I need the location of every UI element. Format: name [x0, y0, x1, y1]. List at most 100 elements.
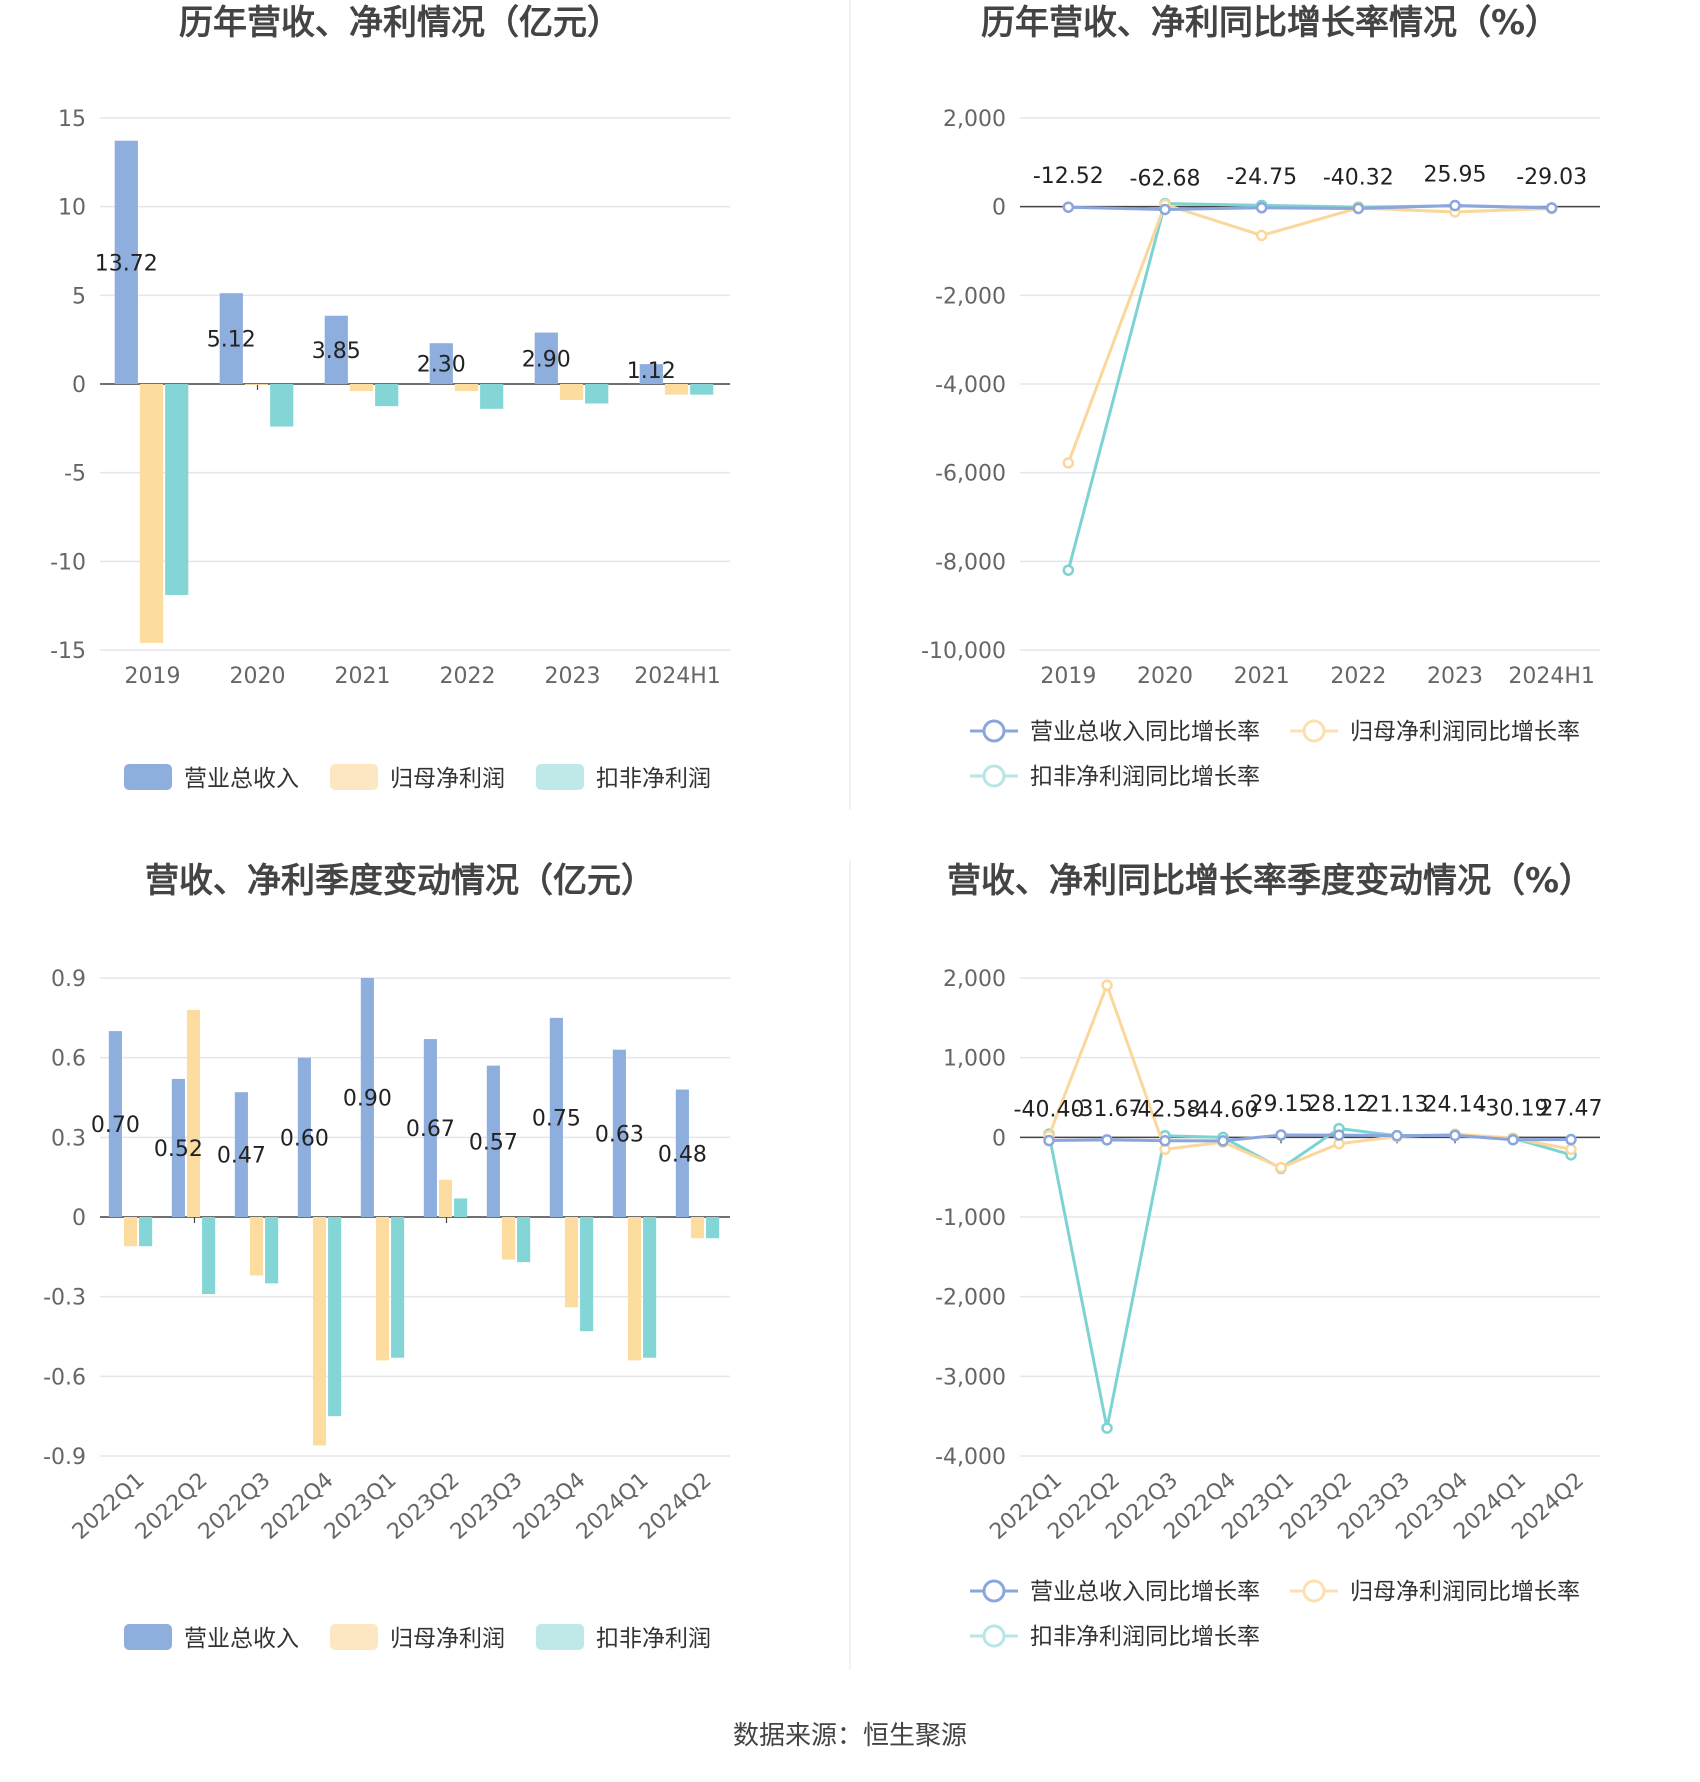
legend-label: 扣非净利润同比增长率	[1030, 1624, 1260, 1650]
bar-net-profit	[664, 384, 689, 395]
line-data-label: -42.58	[1130, 1098, 1201, 1123]
bar-revenue	[423, 1039, 437, 1217]
legend-label: 扣非净利润	[596, 1626, 711, 1652]
line-data-label: 27.47	[1540, 1097, 1603, 1122]
legend-swatch	[536, 1624, 584, 1650]
bar-data-label: 2.90	[522, 347, 571, 372]
line-data-label: -31.67	[1072, 1097, 1143, 1122]
bar-revenue	[675, 1089, 689, 1217]
bar-net-profit	[375, 1217, 390, 1361]
line-data-label: 25.95	[1424, 163, 1487, 188]
x-tick-label: 2021	[335, 664, 391, 689]
bar-deducted-profit	[391, 1217, 405, 1358]
series-point	[1333, 1129, 1345, 1141]
legend-label: 归母净利润同比增长率	[1350, 719, 1580, 745]
quarterly-revenue-profit-bar-chart: 营收、净利季度变动情况（亿元）0.90.60.30-0.3-0.6-0.9202…	[43, 861, 730, 1652]
line-data-label: 24.14	[1424, 1092, 1487, 1117]
bar-revenue	[486, 1065, 500, 1217]
y-tick-label: -10,000	[921, 639, 1006, 664]
y-tick-label: -10	[50, 550, 86, 575]
bar-revenue	[324, 315, 348, 384]
legend-label: 营业总收入同比增长率	[1030, 1579, 1260, 1605]
y-tick-label: 10	[58, 196, 86, 221]
series-point	[1062, 564, 1075, 576]
x-tick-label: 2023	[1427, 664, 1483, 689]
bar-net-profit	[627, 1217, 642, 1361]
y-tick-label: 0	[72, 373, 86, 398]
line-data-label: 21.13	[1366, 1093, 1429, 1118]
bar-net-profit	[312, 1217, 327, 1446]
y-tick-label: 0	[992, 196, 1006, 221]
bar-net-profit	[564, 1217, 579, 1308]
bar-data-label: 0.52	[154, 1137, 203, 1162]
bar-deducted-profit	[580, 1217, 594, 1332]
bar-deducted-profit	[375, 384, 399, 407]
bar-deducted-profit	[585, 384, 609, 404]
y-tick-label: -15	[50, 639, 86, 664]
series-point	[1062, 201, 1075, 213]
line-data-label: -24.75	[1226, 165, 1297, 190]
series-line-net-profit	[1066, 202, 1552, 464]
annual-revenue-profit-bar-chart: 历年营收、净利情况（亿元） 15 10 5 0 -5 -10 -15 2019 2020 2021 2…	[50, 3, 730, 792]
chart-title: 历年营收、净利情况（亿元）	[179, 3, 621, 43]
legend-marker	[1302, 1579, 1326, 1603]
bar-revenue	[534, 332, 558, 384]
series-point	[1565, 1143, 1577, 1156]
series-point	[1159, 203, 1171, 216]
series-point	[1545, 202, 1558, 214]
bar-data-label: 3.85	[312, 339, 361, 364]
x-tick-label: 2020	[230, 664, 286, 689]
y-tick-label: -1,000	[935, 1206, 1006, 1231]
line-data-label: -40.40	[1014, 1098, 1085, 1123]
bar-net-profit	[501, 1217, 516, 1260]
y-tick-label: -2,000	[935, 1286, 1006, 1311]
series-point	[1352, 202, 1365, 215]
bar-deducted-profit	[454, 1198, 468, 1217]
legend-marker	[1302, 719, 1326, 743]
bar-net-profit	[123, 1217, 138, 1247]
legend-marker	[982, 764, 1006, 788]
y-tick-label: -6,000	[935, 462, 1006, 487]
x-tick-label: 2019	[1040, 664, 1096, 689]
x-tick-label: 2019	[125, 664, 181, 689]
y-tick-label: 0.6	[51, 1047, 86, 1072]
y-tick-label: -0.6	[43, 1365, 86, 1390]
bar-deducted-profit	[643, 1217, 657, 1358]
legend-label: 扣非净利润	[596, 766, 711, 792]
bar-revenue	[171, 1078, 185, 1217]
bar-revenue	[429, 343, 453, 384]
bar-data-label: 2.30	[417, 353, 466, 378]
y-tick-label: -5	[64, 462, 86, 487]
bar-net-profit	[438, 1179, 453, 1217]
bar-data-label: 0.63	[595, 1122, 644, 1147]
legend-label: 归母净利润	[390, 1626, 505, 1652]
bar-deducted-profit	[517, 1217, 531, 1263]
x-tick-label: 2021	[1234, 664, 1290, 689]
series-line-revenue	[1068, 204, 1552, 211]
y-tick-label: 0	[992, 1126, 1006, 1151]
legend-label: 营业总收入	[184, 766, 299, 792]
series-point	[1449, 199, 1461, 212]
legend-swatch	[124, 764, 172, 790]
bar-revenue	[549, 1017, 563, 1217]
legend-label: 归母净利润	[390, 766, 505, 792]
series-point	[1062, 457, 1075, 469]
series-point	[1043, 1134, 1055, 1147]
series-point	[1255, 202, 1268, 214]
bar-data-label: 0.48	[658, 1142, 707, 1167]
bar-revenue	[219, 293, 243, 384]
series-point	[1255, 229, 1268, 242]
line-data-label: -12.52	[1033, 164, 1104, 189]
bar-deducted-profit	[706, 1217, 720, 1239]
series-point	[1275, 1129, 1287, 1141]
bar-deducted-profit	[270, 384, 294, 427]
x-tick-label: 2022	[440, 664, 496, 689]
bar-net-profit	[454, 384, 479, 392]
line-data-label: -62.68	[1130, 166, 1201, 191]
y-tick-label: 15	[58, 107, 86, 132]
bar-net-profit	[349, 384, 374, 392]
series-point	[1217, 1135, 1229, 1147]
series-point	[1101, 1422, 1113, 1434]
series-point	[1275, 1161, 1287, 1174]
bar-revenue	[114, 140, 138, 384]
